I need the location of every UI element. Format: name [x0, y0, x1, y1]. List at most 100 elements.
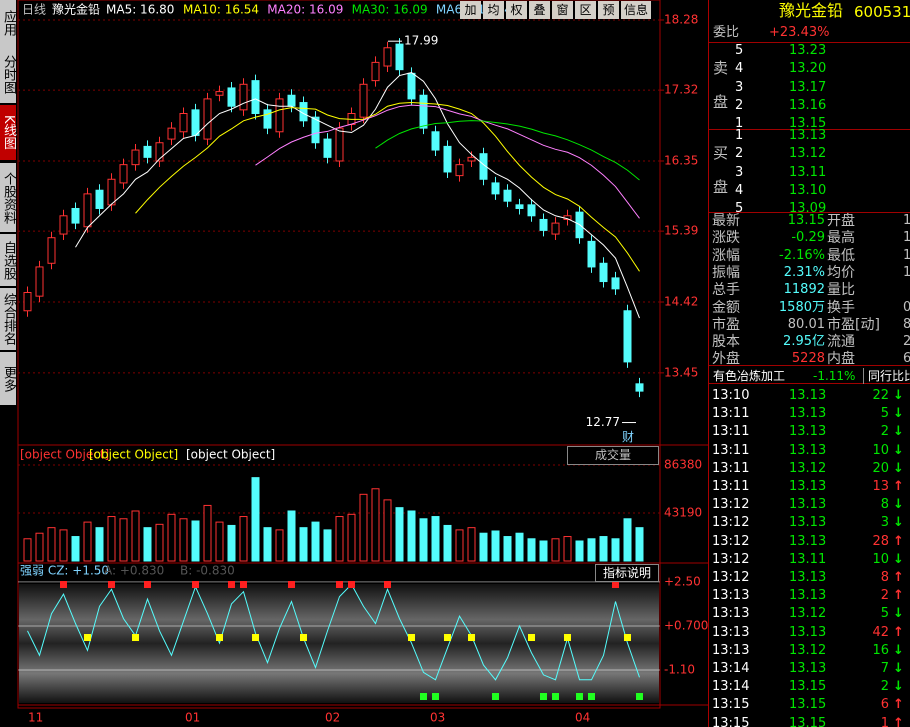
candle	[419, 94, 428, 129]
trade-direction: ↓	[893, 460, 904, 476]
trade-volume: 20	[872, 460, 889, 476]
sell-label: 卖盘	[711, 60, 729, 128]
trade-time: 13:12	[712, 551, 750, 567]
volume-bar	[359, 493, 368, 562]
stat-value: 1	[903, 247, 910, 263]
row-divider	[709, 42, 910, 43]
trade-direction: ↑	[893, 697, 904, 713]
volume-bar	[215, 521, 224, 562]
candle	[107, 178, 116, 206]
stat-label: 最低	[827, 247, 855, 264]
y-tick-label: 14.42	[664, 295, 698, 309]
book-level: 4	[735, 61, 744, 77]
trade-direction: ↓	[893, 661, 904, 676]
candle	[203, 98, 212, 140]
trade-time: 13:13	[712, 624, 750, 640]
row-divider	[709, 212, 910, 213]
stat-label: 总手	[712, 282, 740, 299]
candle	[383, 47, 392, 67]
signal-block	[468, 634, 475, 641]
toolbar-button[interactable]: 预	[598, 1, 619, 19]
trade-price: 13.13	[789, 533, 827, 549]
ma-value: MA5: 16.80	[106, 3, 174, 17]
candle	[587, 240, 596, 268]
trade-price: 13.13	[789, 588, 827, 604]
row-divider	[709, 129, 910, 130]
stat-label: 内盘	[827, 351, 855, 368]
trade-time: 13:12	[712, 497, 750, 513]
trade-price: 13.15	[789, 679, 827, 695]
x-tick-label: 02	[325, 711, 340, 725]
toolbar-button[interactable]: 均	[483, 1, 504, 19]
stat-value: 5228	[791, 351, 825, 367]
toolbar-button[interactable]: 叠	[529, 1, 550, 19]
volume-bar	[299, 527, 308, 562]
candle	[179, 113, 188, 133]
volume-bar	[455, 529, 464, 562]
volume-bar	[371, 488, 380, 562]
trade-volume: 42	[872, 624, 889, 640]
candle	[311, 116, 320, 144]
quote-panel: 豫光金铅 600531 委比 +23.43% 卖盘 买盘 5 13.23 4 13.20 3 13.1…	[708, 0, 910, 727]
volume-bar	[479, 532, 488, 562]
stat-label: 流通	[827, 334, 855, 351]
trade-direction: ↓	[893, 424, 904, 440]
volume-bar	[395, 507, 404, 562]
trade-volume: 7	[880, 661, 889, 676]
volume-dropdown[interactable]: 成交量	[567, 446, 659, 465]
volume-bar	[323, 529, 332, 562]
signal-block	[216, 634, 223, 641]
toolbar-button[interactable]: 权	[506, 1, 527, 19]
toolbar-button[interactable]: 区	[575, 1, 596, 19]
candle	[443, 145, 452, 173]
toolbar-button[interactable]: 加	[460, 1, 481, 19]
trade-time: 13:11	[712, 424, 750, 440]
signal-block	[612, 581, 619, 588]
side-tab[interactable]: 个股资料	[0, 163, 16, 233]
trade-price: 13.12	[789, 642, 827, 658]
side-tab[interactable]: 综合排名	[0, 288, 16, 351]
signal-block	[528, 634, 535, 641]
stat-value: 80.01	[787, 316, 825, 332]
book-price: 13.09	[789, 201, 827, 217]
candle	[467, 156, 476, 162]
volume-bar	[47, 527, 56, 562]
signal-block	[348, 581, 355, 588]
side-tab[interactable]: 自选股	[0, 234, 16, 287]
candle	[551, 222, 560, 235]
side-tab[interactable]: 应用	[0, 0, 16, 46]
volume-bar	[71, 536, 80, 562]
side-tab[interactable]: K线图	[0, 105, 16, 161]
candle	[251, 80, 260, 115]
volume-header: [object Object]	[89, 448, 178, 462]
book-price: 13.17	[789, 79, 827, 95]
trade-price: 13.13	[789, 424, 827, 440]
toolbar-button[interactable]: 信息	[621, 1, 651, 19]
candle	[275, 98, 284, 133]
low-label: 12.77	[586, 415, 620, 429]
stat-label: 股本	[712, 334, 740, 351]
trade-volume: 3	[880, 515, 889, 531]
candle	[35, 266, 44, 297]
trade-volume: 2	[880, 679, 889, 695]
trade-volume: 6	[880, 697, 889, 713]
side-tab[interactable]: 更多	[0, 352, 16, 406]
volume-bar	[491, 530, 500, 562]
trade-price: 13.12	[789, 606, 827, 622]
stat-value: 2.9	[903, 334, 910, 350]
trade-direction: ↑	[893, 570, 904, 585]
trade-time: 13:12	[712, 533, 750, 549]
indicator-help[interactable]: 指标说明	[595, 564, 659, 582]
stat-label: 最高	[827, 230, 855, 247]
toolbar-button[interactable]: 窗	[552, 1, 573, 19]
volume-bar	[623, 518, 632, 562]
signal-block	[240, 581, 247, 588]
indicator-a: A: +0.830	[104, 564, 164, 578]
stat-value: 1	[903, 264, 910, 280]
stat-value: -0.29	[791, 230, 825, 246]
compare-button[interactable]: 同行比比	[863, 368, 910, 384]
side-tab[interactable]: 分时图	[0, 45, 16, 104]
trade-time: 13:12	[712, 515, 750, 531]
book-level: 3	[735, 164, 744, 180]
stat-label: 市盈[动]	[827, 316, 880, 333]
